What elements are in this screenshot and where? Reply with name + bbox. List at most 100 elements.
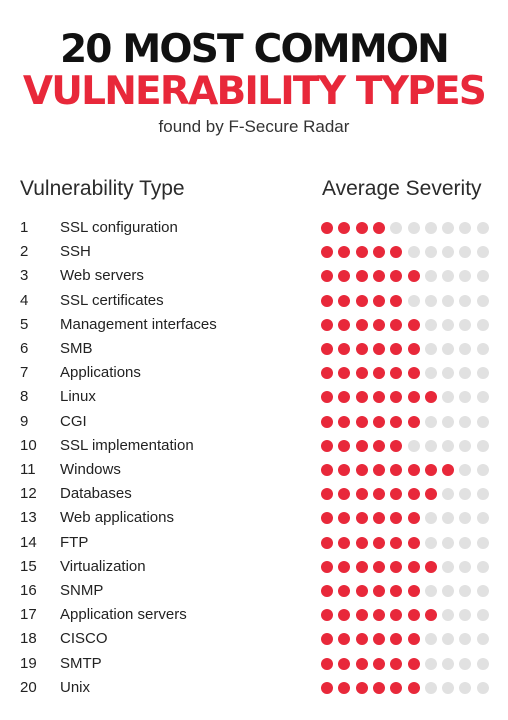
severity-dot-filled	[407, 633, 420, 646]
row-label: SSH	[60, 243, 91, 261]
severity-dot-filled	[338, 415, 351, 428]
severity-dot-empty	[476, 439, 489, 452]
severity-dot-filled	[338, 464, 351, 476]
column-header-severity: Average Severity	[322, 177, 482, 200]
column-header-type: Vulnerability Type	[20, 177, 185, 200]
row-label: SNMP	[60, 582, 104, 599]
severity-dot-filled	[321, 222, 333, 234]
severity-dot-filled	[390, 488, 403, 501]
severity-dot-empty	[459, 560, 472, 573]
severity-dot-empty	[476, 633, 489, 646]
severity-dot-filled	[407, 681, 420, 694]
severity-dot-empty	[459, 609, 472, 622]
severity-dot-empty	[459, 246, 472, 259]
severity-dot-empty	[424, 415, 437, 428]
severity-dot-empty	[459, 415, 472, 428]
severity-dot-empty	[476, 246, 489, 259]
severity-dot-filled	[390, 633, 403, 646]
severity-dot-empty	[476, 536, 489, 549]
severity-dot-empty	[459, 270, 472, 283]
severity-dot-empty	[442, 439, 455, 452]
severity-dot-filled	[407, 609, 420, 622]
row-label: Virtualization	[60, 557, 146, 575]
severity-dot-empty	[442, 633, 455, 646]
severity-dot-filled	[321, 536, 333, 549]
row-label: Linux	[60, 388, 96, 406]
severity-dot-filled	[390, 512, 403, 525]
severity-dot-empty	[459, 439, 472, 452]
severity-dot-empty	[442, 343, 455, 355]
severity-dot-empty	[442, 222, 455, 234]
severity-dot-filled	[442, 464, 455, 476]
severity-dot-filled	[355, 415, 368, 428]
severity-dot-filled	[355, 439, 368, 452]
severity-dot-filled	[407, 657, 420, 670]
severity-dot-filled	[407, 585, 420, 597]
severity-dot-filled	[372, 609, 385, 622]
severity-dot-filled	[355, 488, 368, 501]
severity-dot-filled	[424, 609, 437, 622]
severity-dot-filled	[355, 343, 368, 355]
row-rank: 2	[20, 243, 29, 261]
severity-dot-filled	[424, 560, 437, 573]
severity-dot-filled	[321, 464, 333, 476]
severity-dot-empty	[442, 488, 455, 501]
severity-dot-filled	[372, 294, 385, 307]
severity-dot-filled	[372, 270, 385, 283]
severity-dot-empty	[476, 391, 489, 404]
severity-dot-filled	[390, 609, 403, 622]
severity-dot-empty	[476, 294, 489, 307]
severity-dot-empty	[442, 294, 455, 307]
row-rank: 19	[20, 654, 37, 672]
severity-dot-filled	[372, 536, 385, 549]
severity-dot-filled	[390, 585, 403, 597]
severity-dot-empty	[424, 657, 437, 670]
severity-dot-filled	[338, 391, 351, 404]
severity-dot-empty	[424, 222, 437, 234]
severity-dot-empty	[459, 318, 472, 331]
severity-dot-filled	[321, 609, 333, 622]
row-label: Web applications	[60, 509, 174, 527]
severity-dot-empty	[476, 464, 489, 476]
severity-dot-filled	[338, 246, 351, 259]
row-rank: 17	[20, 606, 37, 624]
severity-dot-filled	[321, 657, 333, 670]
severity-dot-empty	[442, 270, 455, 283]
severity-dot-filled	[338, 681, 351, 694]
severity-dot-filled	[390, 536, 403, 549]
severity-dot-filled	[338, 633, 351, 646]
severity-dot-empty	[424, 270, 437, 283]
severity-dot-filled	[321, 318, 333, 331]
severity-dot-filled	[372, 681, 385, 694]
severity-dot-filled	[390, 343, 403, 355]
severity-dot-filled	[321, 367, 333, 380]
row-rank: 10	[20, 436, 37, 454]
severity-dot-empty	[459, 294, 472, 307]
row-label: SMTP	[60, 654, 102, 672]
table-row: 12 Databases	[0, 482, 508, 506]
row-rank: 14	[20, 533, 37, 551]
severity-dot-empty	[424, 633, 437, 646]
severity-dot-empty	[459, 681, 472, 694]
severity-dot-filled	[338, 343, 351, 355]
severity-dot-filled	[372, 657, 385, 670]
severity-dot-filled	[321, 246, 333, 259]
severity-dot-filled	[372, 343, 385, 355]
table-row: 19 SMTP	[0, 652, 508, 676]
severity-dot-empty	[424, 512, 437, 525]
severity-dot-filled	[407, 318, 420, 331]
severity-dot-empty	[442, 367, 455, 380]
row-rank: 9	[20, 412, 29, 430]
severity-dot-filled	[321, 294, 333, 307]
severity-dot-filled	[390, 415, 403, 428]
severity-dot-filled	[338, 536, 351, 549]
severity-dot-empty	[442, 560, 455, 573]
severity-dot-empty	[442, 609, 455, 622]
severity-dot-filled	[372, 512, 385, 525]
severity-dot-filled	[338, 657, 351, 670]
severity-dot-filled	[407, 512, 420, 525]
severity-dot-filled	[321, 415, 333, 428]
severity-dot-filled	[355, 318, 368, 331]
severity-dot-empty	[442, 246, 455, 259]
severity-dot-filled	[355, 222, 368, 234]
